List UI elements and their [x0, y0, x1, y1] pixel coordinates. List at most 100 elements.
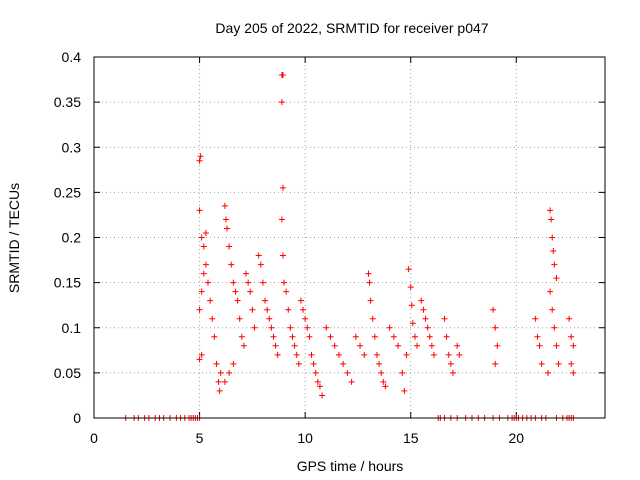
data-point: [202, 229, 209, 236]
data-point: [283, 288, 290, 295]
data-point: [262, 297, 269, 304]
data-point: [314, 378, 321, 385]
data-point: [222, 216, 229, 223]
chart-title: Day 205 of 2022, SRMTID for receiver p04…: [215, 20, 488, 36]
data-point: [430, 351, 437, 358]
data-point: [390, 333, 397, 340]
x-tick-label: 10: [297, 430, 313, 446]
data-point: [366, 279, 373, 286]
data-point: [295, 360, 302, 367]
data-point: [236, 315, 243, 322]
data-point: [555, 360, 562, 367]
data-point: [534, 333, 541, 340]
data-point: [211, 333, 218, 340]
x-axis: 0 5 10 15 20: [90, 57, 524, 446]
data-point: [367, 297, 374, 304]
data-point: [209, 315, 216, 322]
y-tick-label: 0.2: [62, 230, 82, 246]
grid: [94, 57, 605, 418]
data-point: [428, 342, 435, 349]
data-point: [215, 378, 222, 385]
data-point: [549, 306, 556, 313]
data-point: [399, 369, 406, 376]
data-point: [551, 324, 558, 331]
data-point: [449, 369, 456, 376]
data-point: [196, 306, 203, 313]
data-point: [205, 279, 212, 286]
data-point: [279, 184, 286, 191]
data-point: [197, 153, 204, 160]
data-point: [365, 270, 372, 277]
data-point: [200, 270, 207, 277]
data-point: [196, 207, 203, 214]
data-point: [422, 315, 429, 322]
data-point: [278, 216, 285, 223]
data-point: [371, 333, 378, 340]
data-point: [287, 324, 294, 331]
data-point: [426, 333, 433, 340]
data-point: [547, 207, 554, 214]
data-point: [568, 360, 575, 367]
data-point: [316, 383, 323, 390]
data-point: [230, 279, 237, 286]
data-point: [240, 342, 247, 349]
data-point: [217, 369, 224, 376]
data-point: [198, 288, 205, 295]
data-point: [289, 333, 296, 340]
data-point: [490, 306, 497, 313]
data-point: [228, 261, 235, 268]
data-point: [414, 342, 421, 349]
data-point: [319, 392, 326, 399]
data-point: [198, 234, 205, 241]
data-point: [221, 202, 228, 209]
data-point: [281, 279, 288, 286]
data-point: [224, 225, 231, 232]
y-axis-label: SRMTID / TECUs: [6, 183, 22, 293]
y-tick-label: 0: [73, 410, 81, 426]
data-point: [445, 351, 452, 358]
x-tick-label: 0: [90, 430, 98, 446]
data-point: [340, 360, 347, 367]
data-point: [202, 261, 209, 268]
data-point: [550, 248, 557, 255]
data-point: [382, 383, 389, 390]
y-tick-label: 0.1: [62, 320, 82, 336]
data-point: [238, 333, 245, 340]
data-point: [544, 369, 551, 376]
data-point: [395, 342, 402, 349]
data-point: [293, 351, 300, 358]
data-point: [264, 306, 271, 313]
data-point: [401, 387, 408, 394]
data-point: [300, 306, 307, 313]
data-point: [357, 342, 364, 349]
data-point: [547, 288, 554, 295]
data-point: [378, 369, 385, 376]
data-point: [245, 279, 252, 286]
data-point: [243, 270, 250, 277]
x-tick-label: 15: [403, 430, 419, 446]
data-point: [249, 306, 256, 313]
data-point: [408, 302, 415, 309]
data-point: [196, 157, 203, 164]
data-point: [213, 360, 220, 367]
y-tick-label: 0.15: [54, 275, 81, 291]
data-point: [226, 243, 233, 250]
data-point: [403, 351, 410, 358]
data-point: [441, 315, 448, 322]
data-point: [200, 243, 207, 250]
data-point: [549, 234, 556, 241]
data-point: [380, 378, 387, 385]
data-point: [251, 324, 258, 331]
data-point: [221, 378, 228, 385]
data-point: [304, 324, 311, 331]
data-point: [348, 378, 355, 385]
data-point: [266, 315, 273, 322]
y-tick-label: 0.4: [62, 49, 82, 65]
data-point: [568, 333, 575, 340]
data-point: [373, 351, 380, 358]
data-point: [407, 284, 414, 291]
data-point: [306, 333, 313, 340]
data-point: [570, 369, 577, 376]
data-point: [226, 369, 233, 376]
